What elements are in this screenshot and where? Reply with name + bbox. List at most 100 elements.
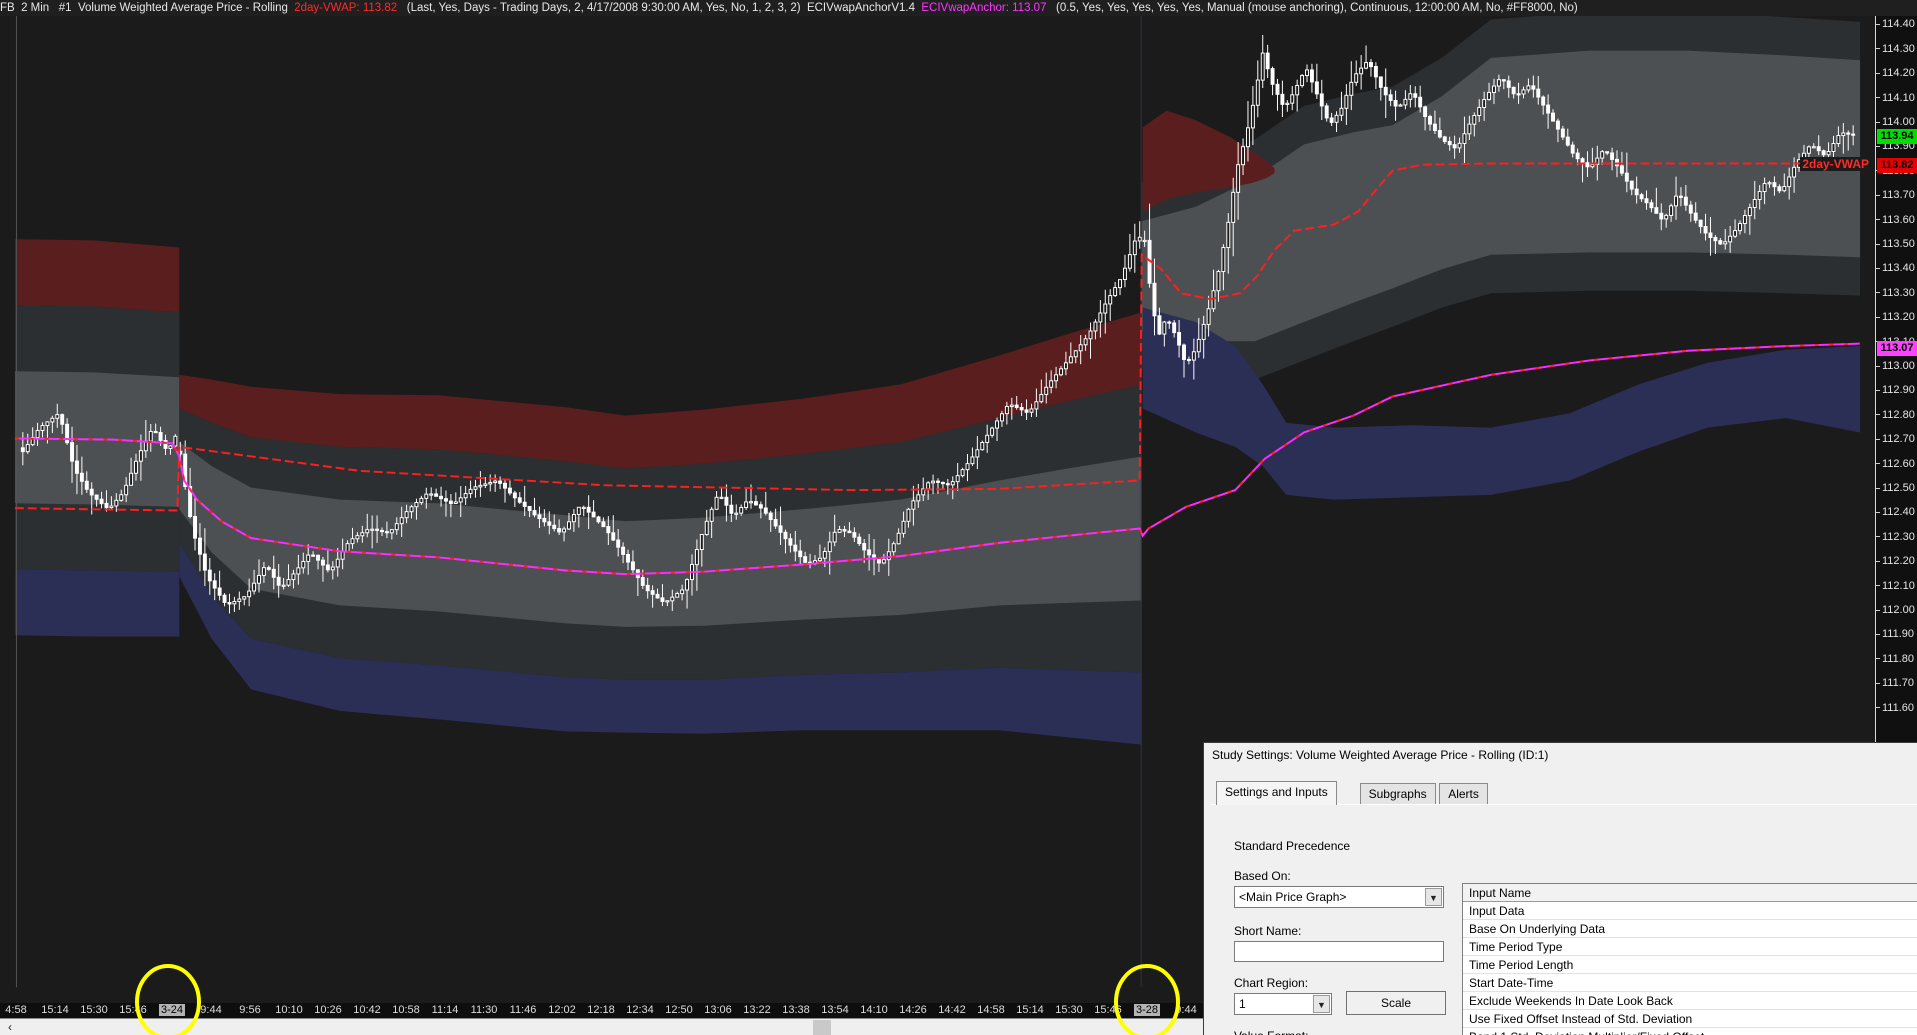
time-tick-label: 14:10 [860, 1004, 888, 1016]
time-tick-label: 14:58 [977, 1004, 1005, 1016]
input-name-cell: Time Period Type [1469, 940, 1563, 954]
anchor-price-badge: 113.07 [1877, 340, 1917, 356]
price-tick-label: 112.90 [1876, 383, 1915, 397]
time-tick-label: 10:42 [353, 1004, 381, 1016]
time-tick-label: 4:58 [5, 1004, 27, 1016]
price-tick-label: 114.00 [1876, 115, 1915, 129]
time-tick-label: 13:38 [782, 1004, 810, 1016]
time-tick-label: 9:44 [1175, 1004, 1197, 1016]
price-tick-label: 112.60 [1876, 457, 1915, 471]
title-vwap-value: 2day-VWAP: 113.82 [294, 2, 398, 14]
time-tick-label: 15:46 [1094, 1004, 1122, 1016]
chevron-down-icon[interactable]: ▼ [1425, 888, 1442, 906]
price-tick-label: 112.00 [1876, 603, 1915, 617]
table-row[interactable]: Base On Underlying DataYes [1463, 920, 1917, 938]
title-anchor-value: ECIVwapAnchor: 113.07 [921, 2, 1047, 14]
tab-subgraphs[interactable]: Subgraphs [1359, 783, 1436, 805]
input-name-cell: Time Period Length [1469, 958, 1574, 972]
time-tick-label: 14:42 [938, 1004, 966, 1016]
band-1sigma [179, 442, 1142, 627]
study-settings-dialog[interactable]: Study Settings: Volume Weighted Average … [1203, 742, 1917, 1035]
price-tick-label: 113.20 [1876, 310, 1915, 324]
time-tick-label: 15:46 [119, 1004, 147, 1016]
time-tick-label: 15:30 [80, 1004, 108, 1016]
table-row[interactable]: Start Date-Time4/17/2008 9:30:00 AM [1463, 974, 1917, 992]
table-row[interactable]: Time Period Length2 [1463, 956, 1917, 974]
time-tick-label: 13:54 [821, 1004, 849, 1016]
time-tick-label: 13:06 [704, 1004, 732, 1016]
table-row[interactable]: Use Fixed Offset Instead of Std. Deviati… [1463, 1010, 1917, 1028]
scroll-left-icon[interactable]: ‹ [8, 1020, 12, 1034]
time-tick-label: 9:56 [239, 1004, 261, 1016]
table-row[interactable]: Exclude Weekends In Date Look BackYes [1463, 992, 1917, 1010]
price-tick-label: 112.40 [1876, 505, 1915, 519]
band-3sigma-upper [1142, 110, 1275, 212]
time-tick-label: 10:58 [392, 1004, 420, 1016]
time-tick-label: 12:50 [665, 1004, 693, 1016]
vwap-price-badge: 113.82 [1877, 157, 1917, 173]
input-name-cell: Start Date-Time [1469, 976, 1554, 990]
title-symbol-study: FB 2 Min #1 Volume Weighted Average Pric… [0, 2, 295, 14]
time-tick-label: 10:10 [275, 1004, 303, 1016]
time-tick-label: 11:46 [509, 1004, 537, 1016]
price-tick-label: 113.70 [1876, 188, 1915, 202]
price-tick-label: 113.00 [1876, 359, 1915, 373]
band-3sigma-lower [1142, 307, 1861, 500]
price-tick-label: 113.60 [1876, 213, 1915, 227]
short-name-input[interactable] [1234, 941, 1444, 962]
time-tick-label: 15:14 [1016, 1004, 1044, 1016]
input-name-cell: Exclude Weekends In Date Look Back [1469, 994, 1673, 1008]
date-badge: 3-24 [158, 1004, 186, 1016]
price-tick-label: 114.40 [1876, 17, 1915, 31]
title-anchor-params: (0.5, Yes, Yes, Yes, Yes, Yes, Manual (m… [1046, 2, 1578, 14]
time-tick-label: 13:22 [743, 1004, 771, 1016]
col-input-name: Input Name [1469, 886, 1532, 900]
time-tick-label: 15:14 [41, 1004, 69, 1016]
tab-alerts[interactable]: Alerts [1439, 783, 1488, 805]
table-row[interactable]: Time Period TypeDays - Trading Days [1463, 938, 1917, 956]
band-3sigma-upper [14, 239, 180, 313]
inputs-table-header: Input Name Input Value [1463, 884, 1917, 902]
time-tick-label: 9:44 [200, 1004, 222, 1016]
price-tick-label: 112.80 [1876, 408, 1915, 422]
price-tick-label: 112.30 [1876, 530, 1915, 544]
scale-button[interactable]: Scale [1346, 991, 1446, 1015]
price-tick-label: 112.20 [1876, 554, 1915, 568]
date-badge: 3-28 [1133, 1004, 1161, 1016]
price-tick-label: 114.30 [1876, 42, 1915, 56]
time-tick-label: 12:34 [626, 1004, 654, 1016]
last-price-badge: 113.94 [1877, 128, 1917, 144]
chart-region-value: 1 [1239, 997, 1246, 1011]
short-name-label: Short Name: [1234, 924, 1302, 938]
band-3sigma-lower [14, 569, 180, 637]
chart-title-bar: FB 2 Min #1 Volume Weighted Average Pric… [0, 0, 1917, 16]
band-3sigma-upper [179, 312, 1142, 469]
price-tick-label: 111.90 [1876, 627, 1914, 641]
chart-canvas[interactable] [0, 16, 1875, 1003]
chart-region-dropdown[interactable]: 1 ▼ [1234, 993, 1332, 1015]
inputs-table[interactable]: Input Name Input Value Input DataLastBas… [1462, 883, 1917, 1035]
time-tick-label: 14:26 [899, 1004, 927, 1016]
based-on-dropdown[interactable]: <Main Price Graph> ▼ [1234, 886, 1444, 908]
price-tick-label: 113.40 [1876, 261, 1915, 275]
vwap-line-label: 2day-VWAP [1800, 157, 1871, 171]
price-tick-label: 113.30 [1876, 286, 1915, 300]
input-name-cell: Band 1 Std. Deviation Multiplier/Fixed O… [1469, 1030, 1704, 1035]
time-tick-label: 12:18 [587, 1004, 615, 1016]
time-tick-label: 11:30 [470, 1004, 498, 1016]
rolling-vwap-line [14, 162, 1861, 512]
tab-settings-and-inputs[interactable]: Settings and Inputs [1216, 781, 1337, 805]
scrollbar-thumb[interactable] [813, 1020, 831, 1035]
dialog-title: Study Settings: Volume Weighted Average … [1212, 748, 1549, 762]
table-row[interactable]: Input DataLast [1463, 902, 1917, 920]
chart-region-label: Chart Region: [1234, 976, 1309, 990]
chart-area[interactable] [0, 16, 1875, 1003]
table-row[interactable]: Band 1 Std. Deviation Multiplier/Fixed O… [1463, 1028, 1917, 1035]
tab-page: Standard Precedence Based On: <Main Pric… [1210, 804, 1917, 1035]
chevron-down-icon[interactable]: ▼ [1313, 995, 1330, 1013]
time-tick-label: 11:14 [431, 1004, 459, 1016]
input-name-cell: Input Data [1469, 904, 1525, 918]
band-3sigma-lower [179, 542, 1142, 745]
input-name-cell: Base On Underlying Data [1469, 922, 1606, 936]
input-name-cell: Use Fixed Offset Instead of Std. Deviati… [1469, 1012, 1693, 1026]
